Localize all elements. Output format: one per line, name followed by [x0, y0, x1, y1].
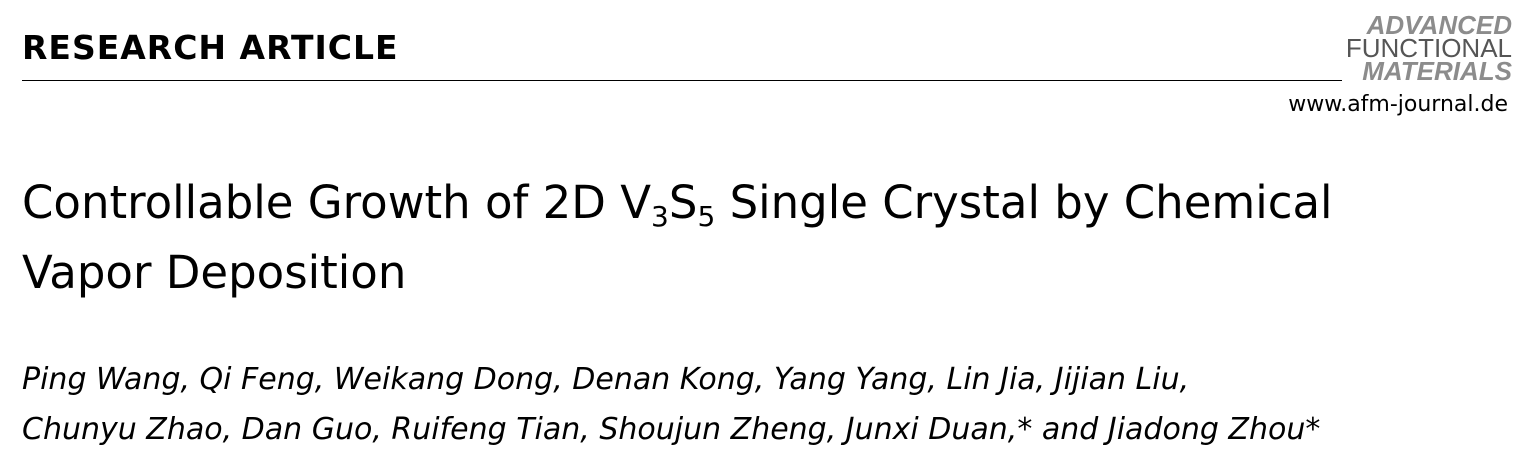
title-line-2: Vapor Deposition — [22, 246, 407, 299]
logo-line-materials: MATERIALS — [1362, 56, 1512, 86]
logo-line-functional: FUNCTIONAL — [1345, 33, 1512, 63]
section-label: RESEARCH ARTICLE — [22, 28, 399, 67]
authors-line-1: Ping Wang, Qi Feng, Weikang Dong, Denan … — [22, 362, 1190, 397]
title-text: Single Crystal by Chemical — [715, 176, 1333, 229]
journal-url[interactable]: www.afm-journal.de — [1288, 92, 1508, 117]
journal-logo: ADVANCED FUNCTIONAL MATERIALS — [1345, 10, 1512, 86]
subscript: 3 — [651, 200, 669, 233]
title-line-1: Controllable Growth of 2D V3S5 Single Cr… — [22, 168, 1522, 238]
authors-line-2: Chunyu Zhao, Dan Guo, Ruifeng Tian, Shou… — [22, 412, 1321, 447]
header-divider — [22, 80, 1342, 81]
author-list: Ping Wang, Qi Feng, Weikang Dong, Denan … — [22, 355, 1522, 455]
subscript: 5 — [697, 200, 716, 233]
title-text: S — [668, 176, 698, 229]
logo-line-advanced: ADVANCED — [1366, 10, 1512, 40]
title-text: Controllable Growth of 2D V — [22, 176, 652, 229]
article-title: Controllable Growth of 2D V3S5 Single Cr… — [22, 168, 1522, 308]
